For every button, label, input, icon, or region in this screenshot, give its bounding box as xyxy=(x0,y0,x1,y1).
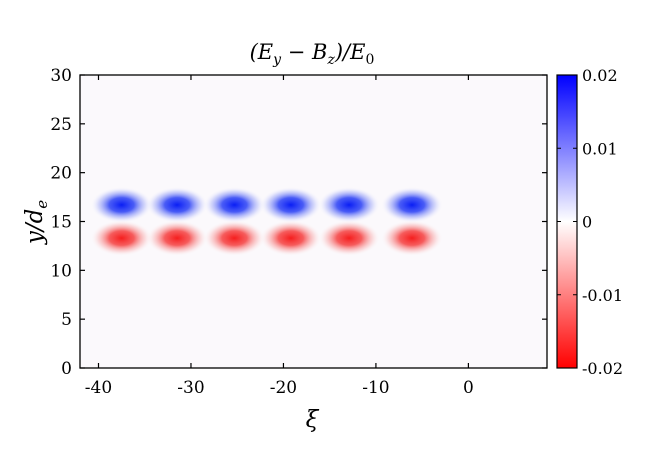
positive-blob-5 xyxy=(380,186,443,223)
plot-background xyxy=(80,75,547,368)
positive-blob-2 xyxy=(203,186,266,223)
positive-blob-4 xyxy=(318,186,381,223)
positive-blob-0 xyxy=(90,186,153,223)
x-tick-label: 0 xyxy=(463,378,474,398)
x-tick-label: -30 xyxy=(177,378,204,398)
x-tick-label: -20 xyxy=(270,378,297,398)
negative-blob-6 xyxy=(90,220,153,257)
colorbar-tick-label: 0 xyxy=(582,213,592,232)
colorbar-tick-label: 0.01 xyxy=(582,139,618,158)
y-axis-ticks: 0 5 10 15 20 25 30 xyxy=(50,66,547,379)
y-tick-label: 30 xyxy=(50,66,72,86)
x-tick-label: -10 xyxy=(362,378,389,398)
y-tick-label: 25 xyxy=(50,115,72,135)
x-axis-ticks: -40 -30 -20 -10 0 xyxy=(85,75,474,398)
x-axis-label: ξ xyxy=(306,407,320,433)
x-tick-label: -40 xyxy=(85,378,112,398)
y-tick-label: 20 xyxy=(50,164,72,184)
positive-blob-1 xyxy=(146,186,209,223)
y-axis-label: y/de xyxy=(22,200,51,245)
negative-blob-8 xyxy=(203,220,266,257)
colorbar-ticks: -0.02 -0.01 0 0.01 0.02 xyxy=(557,66,623,378)
positive-blob-3 xyxy=(259,186,322,223)
colorbar-tick-label: -0.01 xyxy=(582,286,623,305)
chart-title: (Ey − Bz)/E0 xyxy=(250,40,375,68)
negative-blob-10 xyxy=(318,220,381,257)
negative-blob-11 xyxy=(380,220,443,257)
y-tick-label: 10 xyxy=(50,261,72,281)
y-tick-label: 0 xyxy=(61,359,72,379)
colorbar-tick-label: -0.02 xyxy=(582,359,623,378)
negative-blob-9 xyxy=(259,220,322,257)
negative-blob-7 xyxy=(146,220,209,257)
colorbar-tick-label: 0.02 xyxy=(582,66,618,85)
y-tick-label: 15 xyxy=(50,213,72,233)
heatmap-blobs xyxy=(90,186,443,257)
y-tick-label: 5 xyxy=(61,310,72,330)
